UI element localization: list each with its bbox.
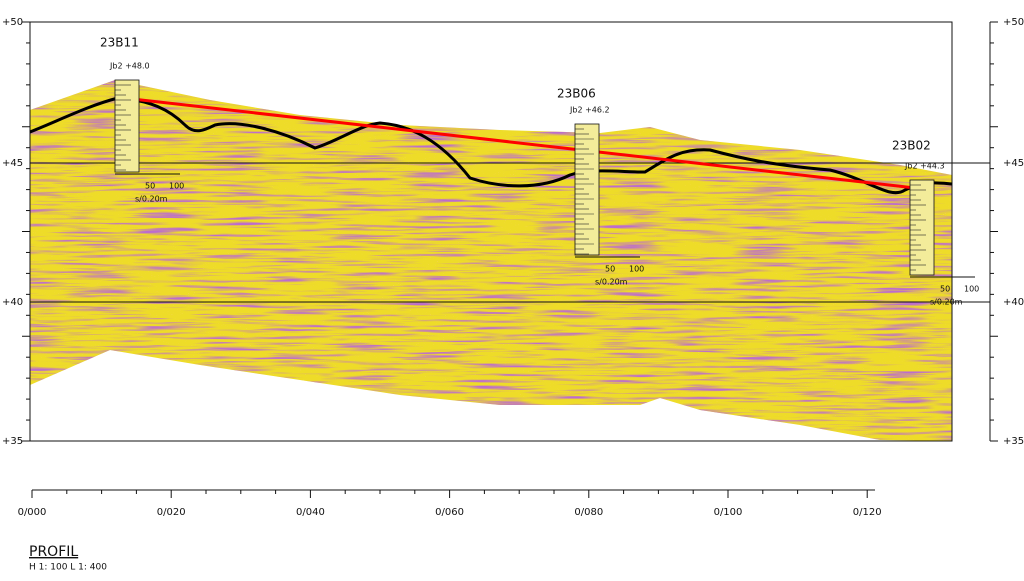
borehole-column bbox=[574, 123, 600, 256]
scale-a: 50 bbox=[940, 285, 950, 294]
chainage-label: 0/040 bbox=[296, 507, 325, 518]
elevation-label: +50 bbox=[2, 17, 23, 28]
ticks: +50 +50 +45 +45 +40 +40 +35 +35 0/000 0/020 0/040 0… bbox=[2, 17, 1024, 518]
radargram bbox=[30, 80, 952, 441]
elevation-label: +45 bbox=[1003, 158, 1024, 169]
elevation-label: +40 bbox=[2, 297, 23, 308]
chainage-label: 0/080 bbox=[574, 507, 603, 518]
scale-a: 50 bbox=[605, 265, 615, 274]
bedrock-line bbox=[29, 96, 953, 195]
scale-unit: s/0.20m bbox=[930, 298, 963, 307]
scale-b: 100 bbox=[964, 285, 979, 294]
chainage-label: 0/000 bbox=[18, 507, 47, 518]
borehole-name: 23B02 bbox=[892, 139, 931, 153]
borehole-name: 23B06 bbox=[557, 87, 596, 101]
scale-b: 100 bbox=[629, 265, 644, 274]
elevation-label: +35 bbox=[2, 436, 23, 447]
borehole-level: Jb2 +48.0 bbox=[109, 62, 150, 71]
elevation-label: +50 bbox=[1003, 17, 1024, 28]
footer-title: PROFIL bbox=[29, 544, 78, 560]
borehole-column bbox=[909, 179, 935, 276]
chainage-label: 0/060 bbox=[435, 507, 464, 518]
chainage-label: 0/120 bbox=[853, 507, 882, 518]
borehole-name: 23B11 bbox=[100, 36, 139, 50]
design-line bbox=[114, 95, 916, 190]
borehole-level: Jb2 +44.3 bbox=[904, 162, 945, 171]
footer-scale: H 1: 100 L 1: 400 bbox=[29, 563, 107, 573]
elevation-label: +45 bbox=[2, 158, 23, 169]
chainage-label: 0/020 bbox=[157, 507, 186, 518]
scale-a: 50 bbox=[145, 182, 155, 191]
borehole-level: Jb2 +46.2 bbox=[569, 106, 610, 115]
elevation-label: +40 bbox=[1003, 297, 1024, 308]
scale-unit: s/0.20m bbox=[135, 195, 168, 204]
scale-unit: s/0.20m bbox=[595, 278, 628, 287]
scale-b: 100 bbox=[169, 182, 184, 191]
borehole-column bbox=[114, 79, 140, 173]
chainage-label: 0/100 bbox=[714, 507, 743, 518]
elevation-label: +35 bbox=[1003, 436, 1024, 447]
